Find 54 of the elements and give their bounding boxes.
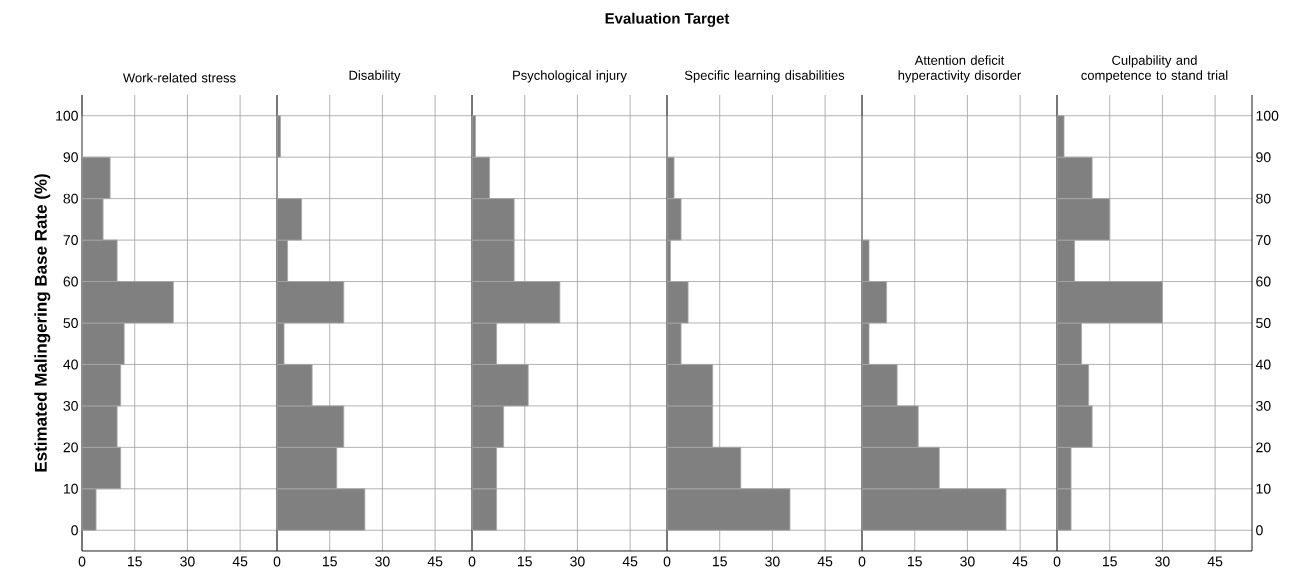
- text: Evaluation Target: [605, 12, 730, 27]
- x-tick-label: 30: [570, 556, 585, 567]
- y-tick-label: 40: [1255, 359, 1271, 370]
- x-tick-label: 0: [78, 556, 86, 567]
- y-tick-label: 20: [1256, 442, 1271, 453]
- chart-title: Attention deficit hyperactivity disorder: [898, 55, 1022, 83]
- y-tick-label: 60: [63, 276, 78, 287]
- y-tick-label: 60: [1256, 276, 1271, 287]
- y-tick-label: 50: [1256, 318, 1271, 328]
- x-tick-label: 30: [765, 556, 780, 567]
- y-tick-label: 0: [1256, 525, 1263, 536]
- x-tick-label: 15: [907, 556, 922, 567]
- x-tick-label: 15: [517, 556, 532, 567]
- y-tick-label: 90: [63, 152, 78, 163]
- y-tick-label: 80: [63, 193, 78, 204]
- x-tick-label: 30: [375, 556, 390, 567]
- x-tick-label: 45: [1012, 556, 1028, 567]
- y-tick-label: 30: [63, 400, 78, 411]
- x-tick-label: 0: [273, 556, 281, 567]
- x-tick-label: 15: [1102, 556, 1117, 567]
- x-tick-label: 45: [427, 556, 443, 567]
- chart-title: Psychological injury: [513, 70, 627, 83]
- x-tick-label: 45: [817, 556, 833, 567]
- x-tick-label: 45: [1207, 556, 1223, 567]
- x-tick-label: 0: [1053, 556, 1061, 567]
- y-tick-label: 80: [1256, 193, 1271, 204]
- x-tick-label: 30: [1155, 556, 1170, 567]
- y-tick-label: 70: [1256, 235, 1271, 246]
- x-tick-label: 0: [468, 556, 476, 567]
- y-tick-label: 30: [1256, 400, 1271, 411]
- chart-title: Work-related stress: [122, 72, 236, 83]
- x-tick-label: 15: [322, 556, 337, 567]
- x-tick-label: 30: [960, 556, 975, 567]
- y-tick-label: 20: [63, 442, 78, 453]
- y-tick-label: 0: [71, 525, 78, 536]
- chart-title: Specific learning disabilities: [684, 70, 845, 83]
- y-tick-label: 90: [1256, 152, 1271, 163]
- x-tick-label: 45: [622, 556, 638, 567]
- y-tick-label: 10: [1256, 483, 1271, 494]
- y-tick-label: 10: [63, 483, 78, 494]
- chart-title: Disability: [349, 70, 401, 83]
- y-tick-label: 100: [1256, 110, 1279, 121]
- x-tick-label: 15: [128, 556, 142, 567]
- x-tick-label: 45: [232, 556, 248, 567]
- y-tick-label: 70: [63, 235, 78, 246]
- x-tick-label: 0: [858, 556, 866, 567]
- y-axis-title: Estimated Malingering Base Rate (%): [34, 174, 51, 472]
- y-tick-label: 40: [63, 359, 78, 370]
- x-tick-label: 30: [180, 556, 195, 567]
- chart-title: Culpability and competence to stand trial: [1081, 55, 1228, 83]
- y-tick-label: 50: [63, 318, 78, 328]
- x-tick-label: 15: [712, 556, 727, 567]
- x-tick-label: 0: [663, 556, 671, 567]
- y-tick-label: 100: [56, 110, 78, 121]
